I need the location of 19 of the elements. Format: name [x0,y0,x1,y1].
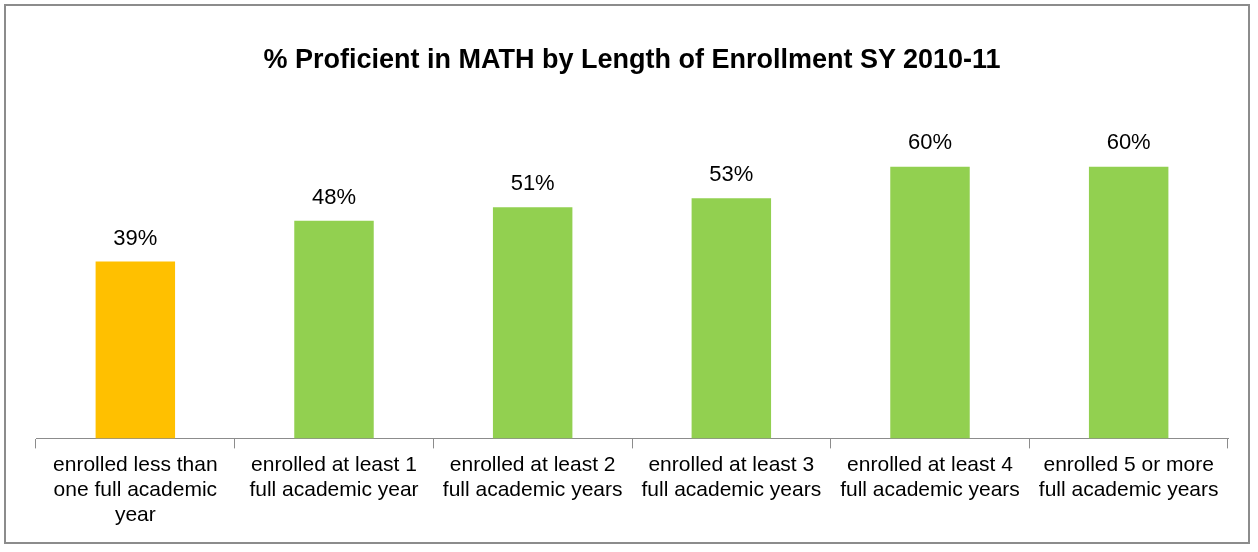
data-label: 48% [311,183,357,209]
data-label: 53% [709,161,754,187]
data-label: 60% [1106,129,1151,155]
x-tick-label: enrolled at least 2 full academic years [442,451,623,500]
x-tick-label: enrolled at least 3 full academic years [641,451,822,500]
bar [691,198,772,439]
data-label: 39% [113,224,158,250]
chart-title: % Proficient in MATH by Length of Enrollment SY 2010-11 [263,43,1001,74]
data-label: 51% [510,170,555,196]
bar [1088,166,1169,439]
bar [492,207,573,439]
x-tick-label: enrolled at least 4 full academic years [840,451,1020,500]
x-tick-label: enrolled 5 or more full academic years [1038,451,1219,500]
bar [294,220,374,439]
x-tick-label: enrolled less than one full academic year [53,451,218,526]
x-tick-label: enrolled at least 1 full academic year [249,451,419,500]
data-label: 60% [907,129,953,155]
bar [890,166,970,439]
bar [95,261,176,439]
